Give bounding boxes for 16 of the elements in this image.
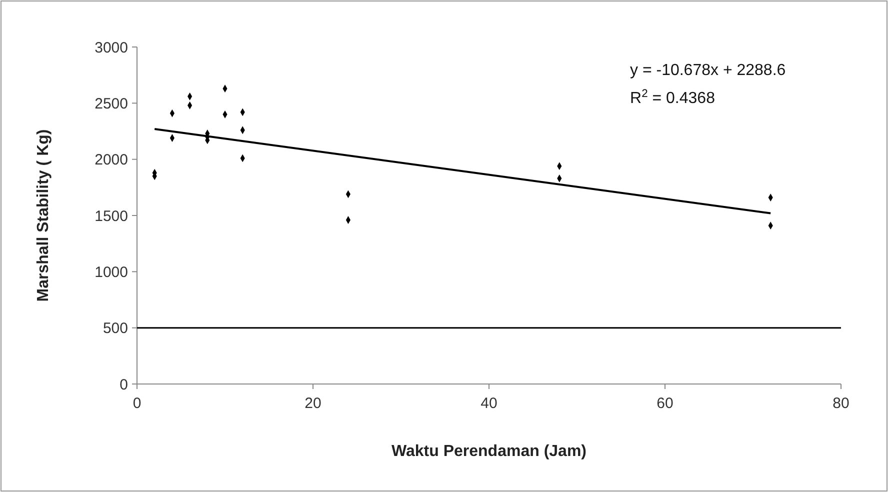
y-axis-title: Marshall Stability ( Kg) bbox=[35, 129, 52, 302]
x-tick-label: 20 bbox=[304, 395, 322, 412]
x-tick-label: 0 bbox=[132, 395, 142, 412]
y-tick-label: 1500 bbox=[94, 208, 128, 225]
annotation: y = -10.678x + 2288.6 bbox=[630, 62, 786, 79]
annotation: R$^{2}$ = 0.4368 bbox=[630, 88, 716, 107]
y-tick-label: 1000 bbox=[94, 264, 128, 281]
x-axis-title: Waktu Perendaman (Jam) bbox=[391, 443, 587, 460]
y-tick-label: 2500 bbox=[94, 95, 128, 112]
y-tick-label: 3000 bbox=[94, 39, 128, 56]
y-tick-label: 2000 bbox=[94, 152, 128, 169]
x-tick-label: 40 bbox=[480, 395, 498, 412]
y-tick-label: 0 bbox=[120, 376, 128, 394]
y-tick-label: 500 bbox=[102, 320, 128, 338]
x-tick-label: 60 bbox=[656, 395, 674, 412]
x-tick-label: 80 bbox=[832, 395, 850, 412]
